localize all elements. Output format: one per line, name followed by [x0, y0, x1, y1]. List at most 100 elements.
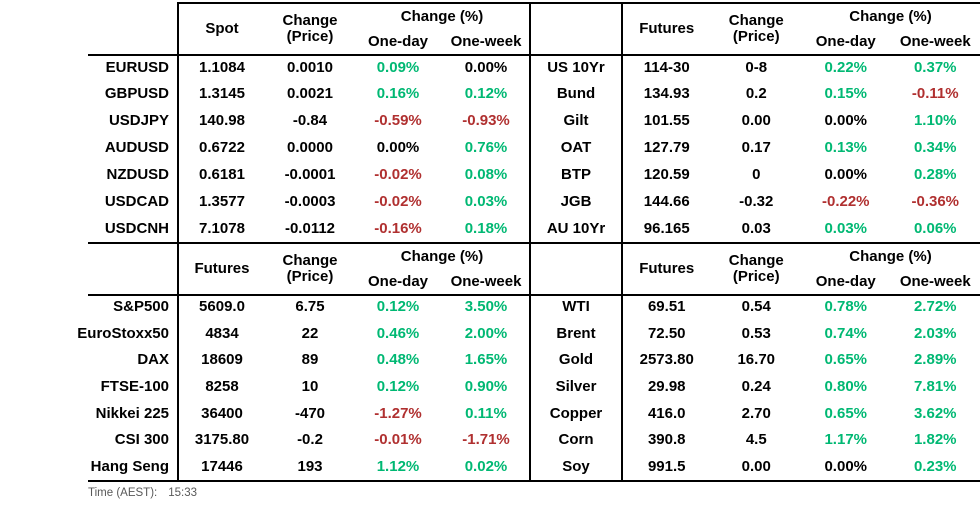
- commodities-one-day-cell: 0.78%: [824, 298, 868, 316]
- bond-futures-table: Futures Change (Price) Change (%) One-da…: [530, 4, 980, 242]
- fx-one-day-cell: -0.59%: [374, 112, 422, 130]
- equities-change-cell: -470: [294, 404, 326, 422]
- commodities-one-week-cell: 7.81%: [913, 378, 957, 396]
- top-header-underline: [88, 54, 980, 56]
- bonds-change-cell: 0.03: [741, 219, 771, 237]
- commodities-one-week-header: One-week: [899, 272, 971, 290]
- bonds-one-week-cell: 0.34%: [913, 139, 957, 157]
- equities-value-cell: 8258: [205, 378, 239, 396]
- fx-one-week-cell: 0.12%: [464, 85, 508, 103]
- commodities-label-cell: Copper: [549, 404, 603, 422]
- fx-label-cell: AUDUSD: [104, 139, 169, 157]
- commodities-one-week-cell: 0.23%: [913, 457, 957, 475]
- fx-value-cell: 1.1084: [199, 58, 245, 76]
- bonds-label-cell: AU 10Yr: [546, 219, 606, 237]
- commodities-change-cell: 2.70: [741, 404, 771, 422]
- bonds-change-cell: -0.32: [739, 192, 774, 210]
- equities-change-cell: 22: [301, 324, 319, 342]
- fx-one-day-cell: 0.09%: [376, 58, 420, 76]
- commodities-one-week-cell: 2.89%: [913, 351, 957, 369]
- equities-label-cell: Nikkei 225: [95, 404, 169, 422]
- fx-one-day-cell: 0.00%: [376, 139, 420, 157]
- equities-one-week-cell: 3.50%: [464, 298, 508, 316]
- right-label-divider-line: [621, 2, 623, 482]
- change-header-line2: (Price): [732, 268, 780, 285]
- fx-change-cell: -0.0001: [284, 165, 336, 183]
- bonds-value-cell: 144.66: [643, 192, 690, 210]
- fx-value-cell: 140.98: [199, 112, 245, 130]
- equities-one-day-cell: -0.01%: [374, 431, 422, 449]
- middle-divider-line: [88, 242, 980, 244]
- bonds-value-cell: 120.59: [643, 165, 690, 183]
- fx-value-cell: 1.3577: [199, 192, 245, 210]
- bonds-one-week-cell: 0.28%: [913, 165, 957, 183]
- bonds-label-cell: BTP: [561, 165, 591, 183]
- commodities-label-cell: Gold: [558, 351, 594, 369]
- equities-corner-cell: [0, 244, 178, 294]
- equities-one-day-cell: 0.48%: [376, 351, 420, 369]
- bonds-value-cell: 96.165: [643, 219, 690, 237]
- time-value: 15:33: [168, 487, 197, 499]
- commodities-value-header: Futures: [639, 260, 695, 278]
- commodities-change-cell: 0.00: [741, 457, 771, 475]
- commodities-change-cell: 0.54: [741, 298, 771, 316]
- commodities-one-week-cell: 2.72%: [913, 298, 957, 316]
- commodities-label-cell: Brent: [556, 324, 596, 342]
- fx-label-cell: USDCAD: [104, 192, 169, 210]
- commodities-one-day-cell: 0.65%: [824, 351, 868, 369]
- bonds-one-day-header: One-day: [815, 32, 876, 50]
- commodities-label-cell: Corn: [558, 431, 594, 449]
- fx-one-day-cell: -0.02%: [374, 192, 422, 210]
- top-border-line: [178, 2, 980, 4]
- equities-one-week-cell: 0.90%: [464, 378, 508, 396]
- bonds-one-day-cell: 0.13%: [824, 139, 868, 157]
- bonds-one-week-cell: 1.10%: [913, 112, 957, 130]
- bottom-border-line: [88, 480, 980, 482]
- fx-value-cell: 0.6181: [199, 165, 245, 183]
- fx-change-cell: 0.0010: [287, 58, 333, 76]
- commodities-one-day-cell: 0.74%: [824, 324, 868, 342]
- commodities-one-week-cell: 3.62%: [913, 404, 957, 422]
- fx-value-header: Spot: [205, 20, 239, 38]
- equities-value-cell: 5609.0: [199, 298, 245, 316]
- commodities-one-week-cell: 2.03%: [913, 324, 957, 342]
- equities-one-day-cell: 1.12%: [376, 457, 420, 475]
- equities-one-week-cell: 0.11%: [465, 404, 507, 422]
- equities-one-day-cell: 0.12%: [376, 298, 420, 316]
- fx-one-day-cell: -0.02%: [374, 165, 422, 183]
- fx-label-cell: USDCNH: [104, 219, 169, 237]
- equities-change-cell: 89: [301, 351, 319, 369]
- commodities-one-day-cell: 0.00%: [824, 457, 868, 475]
- fx-one-week-cell: 0.00%: [464, 58, 508, 76]
- commodities-value-cell: 29.98: [647, 378, 686, 396]
- change-header-line2: (Price): [286, 268, 334, 285]
- equities-label-cell: DAX: [137, 351, 169, 369]
- fx-value-cell: 7.1078: [199, 219, 245, 237]
- bonds-change-price-header: Change (Price): [712, 4, 802, 54]
- equities-change-cell: -0.2: [297, 431, 323, 449]
- equities-label-cell: FTSE-100: [100, 378, 169, 396]
- bonds-one-day-cell: 0.00%: [824, 165, 868, 183]
- fx-one-day-header: One-day: [367, 32, 428, 50]
- fx-change-cell: -0.84: [292, 112, 328, 130]
- fx-change-price-header: Change (Price): [266, 4, 354, 54]
- equities-one-day-cell: -1.27%: [374, 404, 422, 422]
- equities-label-cell: EuroStoxx50: [77, 324, 169, 342]
- bonds-change-cell: 0.2: [745, 85, 767, 103]
- commodities-change-cell: 0.53: [741, 324, 771, 342]
- change-header-line1: Change: [282, 252, 338, 270]
- time-label: Time (AEST):: [88, 487, 158, 499]
- bonds-label-cell: Gilt: [563, 112, 589, 130]
- equity-futures-table: Futures Change (Price) Change (%) One-da…: [0, 244, 530, 480]
- equities-one-day-header: One-day: [367, 272, 428, 290]
- commodities-one-day-cell: 0.80%: [824, 378, 868, 396]
- fx-change-pct-header: Change (%): [400, 7, 484, 25]
- bonds-one-week-header: One-week: [899, 32, 971, 50]
- equities-value-cell: 3175.80: [194, 431, 250, 449]
- bonds-change-cell: 0: [752, 165, 761, 183]
- commodities-label-cell: Soy: [562, 457, 590, 475]
- fx-change-cell: 0.0021: [287, 85, 333, 103]
- equities-change-pct-header: Change (%): [400, 247, 484, 265]
- fx-one-week-cell: 0.08%: [464, 165, 508, 183]
- commodities-label-cell: WTI: [562, 298, 590, 316]
